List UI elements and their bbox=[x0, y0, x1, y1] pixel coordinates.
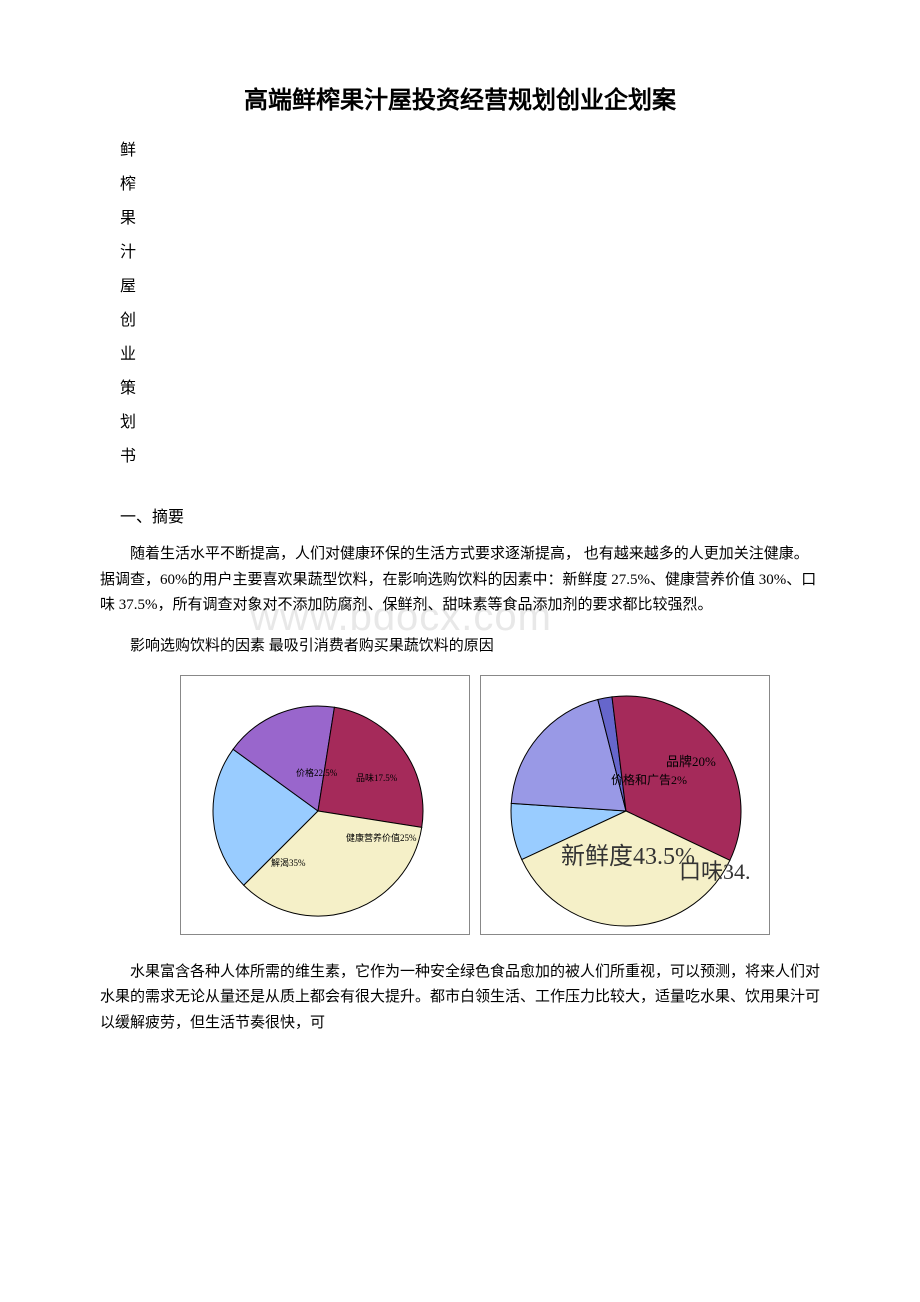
v-char: 划 bbox=[120, 407, 820, 439]
v-char: 业 bbox=[120, 339, 820, 371]
pie-slice-label: 解渴35% bbox=[271, 856, 306, 869]
v-char: 汁 bbox=[120, 237, 820, 269]
v-char: 榨 bbox=[120, 169, 820, 201]
pie-chart-1: 价格22.5% 品味17.5% 健康营养价值25% 解渴35% bbox=[180, 675, 470, 935]
pie-slice-label: 价格和广告2% bbox=[611, 771, 687, 788]
v-char: 策 bbox=[120, 373, 820, 405]
pie-slice-label: 价格22.5% bbox=[296, 766, 337, 779]
paragraph-2: 水果富含各种人体所需的维生素，它作为一种安全绿色食品愈加的被人们所重视，可以预测… bbox=[100, 960, 820, 1037]
v-char: 屋 bbox=[120, 271, 820, 303]
pie-slice-label: 品味17.5% bbox=[356, 771, 397, 784]
v-char: 果 bbox=[120, 203, 820, 235]
paragraph-1: 随着生活水平不断提高，人们对健康环保的生活方式要求逐渐提高， 也有越来越多的人更… bbox=[100, 542, 820, 619]
pie-overlay-label: 新鲜度43.5% bbox=[561, 836, 695, 871]
vertical-subtitle: 鲜 榨 果 汁 屋 创 业 策 划 书 bbox=[120, 135, 820, 473]
section-heading-1: 一、摘要 bbox=[120, 503, 820, 527]
pie-slice-label: 健康营养价值25% bbox=[346, 831, 417, 844]
v-char: 鲜 bbox=[120, 135, 820, 167]
v-char: 创 bbox=[120, 305, 820, 337]
document-title: 高端鲜榨果汁屋投资经营规划创业企划案 bbox=[100, 80, 820, 115]
pie-chart-2: 品牌20%价格和广告2%口味34.新鲜度43.5% bbox=[480, 675, 770, 935]
v-char: 书 bbox=[120, 441, 820, 473]
charts-container: 价格22.5% 品味17.5% 健康营养价值25% 解渴35% 品牌20%价格和广告2… bbox=[130, 675, 820, 935]
pie-slice-label: 品牌20% bbox=[666, 751, 716, 770]
